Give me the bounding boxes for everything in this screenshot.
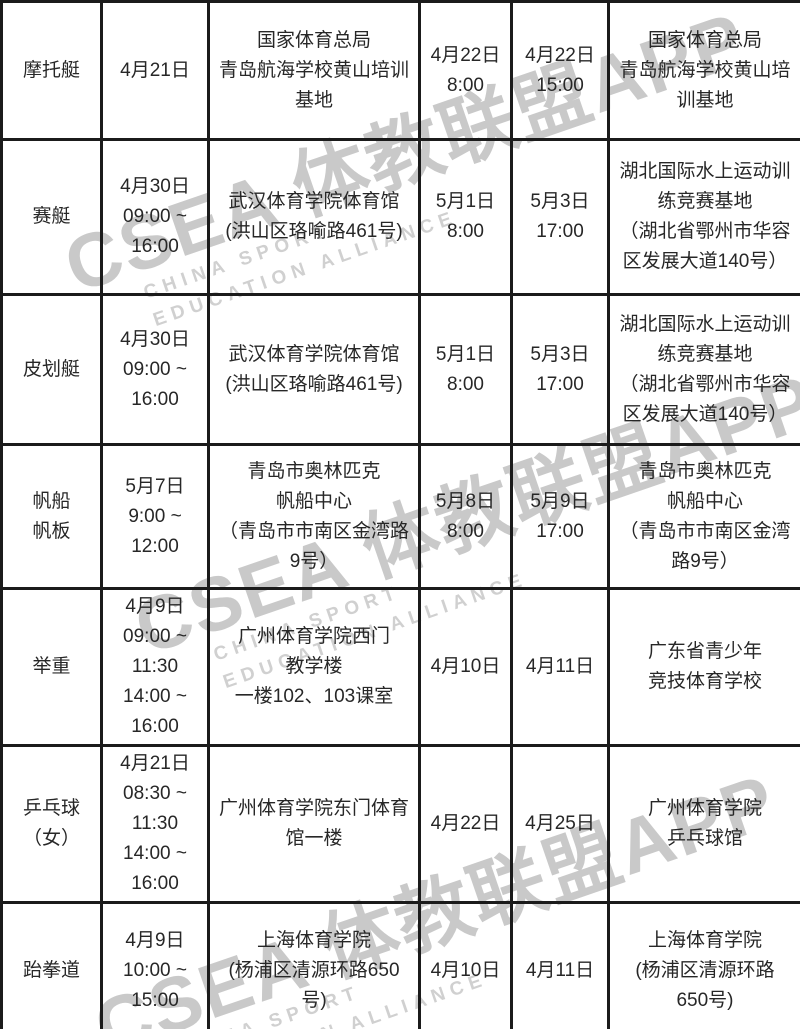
cell-competition-venue: 湖北国际水上运动训 练竞赛基地 （湖北省鄂州市华容 区发展大道140号） bbox=[607, 138, 800, 296]
cell-registration-time: 4月30日 09:00 ~ 16:00 bbox=[100, 138, 210, 296]
table-row-canoeing: 皮划艇 4月30日 09:00 ~ 16:00 武汉体育学院体育馆 (洪山区珞喻… bbox=[0, 293, 800, 446]
cell-date-1: 5月1日 8:00 bbox=[418, 293, 513, 446]
cell-date-2: 5月9日 17:00 bbox=[510, 443, 610, 590]
cell-date-2: 4月25日 bbox=[510, 744, 610, 904]
cell-competition-venue: 广州体育学院 乒乓球馆 bbox=[607, 744, 800, 904]
cell-registration-location: 上海体育学院 (杨浦区清源环路650 号) bbox=[207, 901, 421, 1029]
cell-date-1: 5月1日 8:00 bbox=[418, 138, 513, 296]
cell-date-2: 5月3日 17:00 bbox=[510, 138, 610, 296]
table-row-rowing: 赛艇 4月30日 09:00 ~ 16:00 武汉体育学院体育馆 (洪山区珞喻路… bbox=[0, 138, 800, 296]
cell-competition-venue: 国家体育总局 青岛航海学校黄山培 训基地 bbox=[607, 0, 800, 141]
cell-date-1: 4月10日 bbox=[418, 587, 513, 747]
cell-registration-location: 国家体育总局 青岛航海学校黄山培训 基地 bbox=[207, 0, 421, 141]
cell-competition-venue: 广东省青少年 竞技体育学校 bbox=[607, 587, 800, 747]
table-row-table-tennis-women: 乒乓球 （女） 4月21日 08:30 ~ 11:30 14:00 ~ 16:0… bbox=[0, 744, 800, 904]
cell-registration-time: 4月9日 10:00 ~ 15:00 bbox=[100, 901, 210, 1029]
table-row-sailing-windsurfing: 帆船 帆板 5月7日 9:00 ~ 12:00 青岛市奥林匹克 帆船中心 （青岛… bbox=[0, 443, 800, 590]
cell-registration-location: 武汉体育学院体育馆 (洪山区珞喻路461号) bbox=[207, 138, 421, 296]
table-row-motorboat: 摩托艇 4月21日 国家体育总局 青岛航海学校黄山培训 基地 4月22日 8:0… bbox=[0, 0, 800, 141]
cell-competition-venue: 青岛市奥林匹克 帆船中心 （青岛市市南区金湾 路9号） bbox=[607, 443, 800, 590]
cell-registration-location: 武汉体育学院体育馆 (洪山区珞喻路461号) bbox=[207, 293, 421, 446]
cell-registration-location: 广州体育学院东门体育 馆一楼 bbox=[207, 744, 421, 904]
cell-registration-time: 5月7日 9:00 ~ 12:00 bbox=[100, 443, 210, 590]
cell-competition-venue: 湖北国际水上运动训 练竞赛基地 （湖北省鄂州市华容 区发展大道140号） bbox=[607, 293, 800, 446]
cell-date-2: 4月11日 bbox=[510, 587, 610, 747]
table-row-taekwondo: 跆拳道 4月9日 10:00 ~ 15:00 上海体育学院 (杨浦区清源环路65… bbox=[0, 901, 800, 1029]
cell-date-1: 4月10日 bbox=[418, 901, 513, 1029]
cell-registration-time: 4月30日 09:00 ~ 16:00 bbox=[100, 293, 210, 446]
cell-competition-venue: 上海体育学院 (杨浦区清源环路 650号) bbox=[607, 901, 800, 1029]
cell-date-1: 4月22日 8:00 bbox=[418, 0, 513, 141]
cell-registration-time: 4月21日 bbox=[100, 0, 210, 141]
cell-registration-time: 4月9日 09:00 ~ 11:30 14:00 ~ 16:00 bbox=[100, 587, 210, 747]
cell-date-2: 4月22日 15:00 bbox=[510, 0, 610, 141]
cell-sport: 跆拳道 bbox=[0, 901, 103, 1029]
cell-sport: 赛艇 bbox=[0, 138, 103, 296]
cell-sport: 举重 bbox=[0, 587, 103, 747]
cell-date-2: 5月3日 17:00 bbox=[510, 293, 610, 446]
table-row-weightlifting: 举重 4月9日 09:00 ~ 11:30 14:00 ~ 16:00 广州体育… bbox=[0, 587, 800, 747]
cell-registration-location: 青岛市奥林匹克 帆船中心 （青岛市市南区金湾路 9号） bbox=[207, 443, 421, 590]
cell-sport: 摩托艇 bbox=[0, 0, 103, 141]
cell-sport: 乒乓球 （女） bbox=[0, 744, 103, 904]
cell-date-1: 4月22日 bbox=[418, 744, 513, 904]
cell-sport: 帆船 帆板 bbox=[0, 443, 103, 590]
cell-date-1: 5月8日 8:00 bbox=[418, 443, 513, 590]
cell-sport: 皮划艇 bbox=[0, 293, 103, 446]
cell-registration-location: 广州体育学院西门 教学楼 一楼102、103课室 bbox=[207, 587, 421, 747]
cell-date-2: 4月11日 bbox=[510, 901, 610, 1029]
cell-registration-time: 4月21日 08:30 ~ 11:30 14:00 ~ 16:00 bbox=[100, 744, 210, 904]
